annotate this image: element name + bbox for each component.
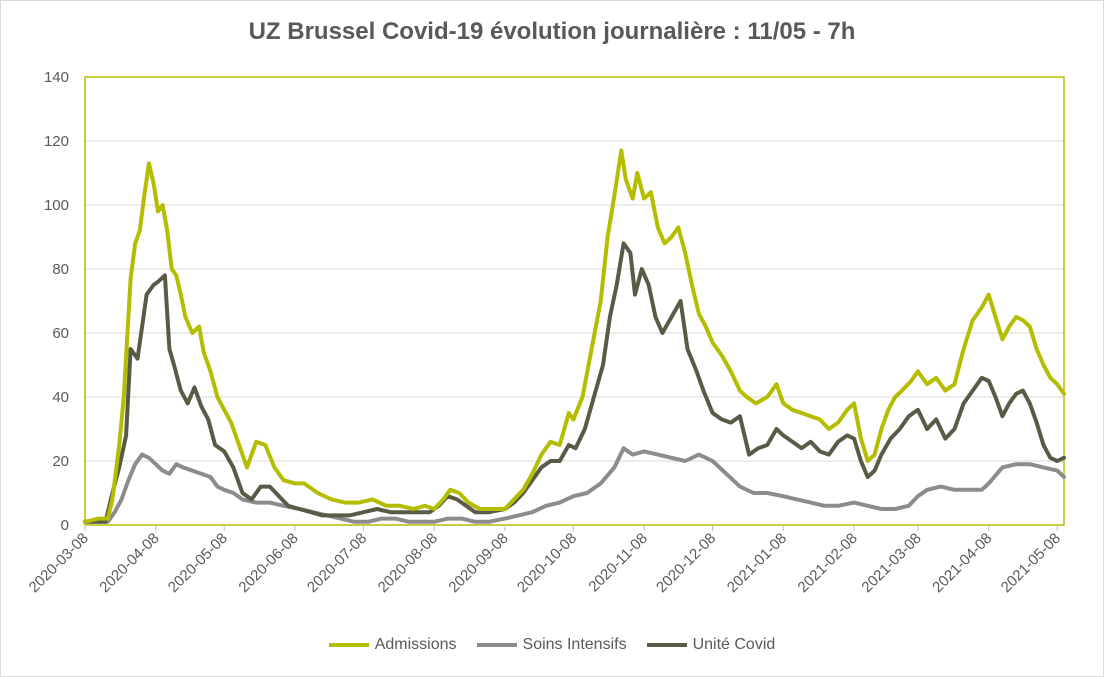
x-tick-label: 2020-09-08 — [445, 530, 511, 596]
x-tick-label: 2020-03-08 — [26, 530, 92, 596]
legend-item-admissions: Admissions — [328, 636, 457, 654]
y-tick-label: 0 — [61, 517, 69, 534]
series-line-unit-covid — [83, 241, 1066, 524]
legend-label-unite-covid: Unité Covid — [692, 636, 776, 653]
y-tick-label: 60 — [52, 325, 69, 342]
x-tick-label: 2020-06-08 — [235, 530, 301, 596]
legend-swatch-admissions — [328, 643, 369, 647]
legend-item-soins-intensifs: Soins Intensifs — [476, 636, 627, 654]
chart-legend: Admissions Soins Intensifs Unité Covid — [0, 636, 1104, 654]
y-tick-label: 40 — [52, 389, 69, 406]
x-tick-label: 2020-05-08 — [165, 530, 231, 596]
y-tick-label: 80 — [52, 261, 69, 278]
legend-label-admissions: Admissions — [374, 636, 457, 653]
x-tick-label: 2021-05-08 — [998, 530, 1064, 596]
x-tick-label: 2021-03-08 — [858, 530, 924, 596]
x-tick-label: 2020-04-08 — [96, 530, 162, 596]
chart-title: UZ Brussel Covid-19 évolution journalièr… — [248, 18, 856, 45]
series-line-soins-intensifs — [83, 446, 1066, 524]
y-tick-label: 140 — [44, 69, 69, 86]
x-tick-label: 2020-11-08 — [585, 530, 650, 595]
legend-swatch-soins-intensifs — [476, 643, 517, 647]
legend-swatch-unite-covid — [646, 643, 687, 647]
x-tick-label: 2021-02-08 — [795, 530, 861, 596]
y-tick-label: 120 — [44, 133, 69, 150]
legend-label-soins-intensifs: Soins Intensifs — [522, 636, 627, 653]
y-tick-label: 100 — [44, 197, 69, 214]
x-tick-label: 2020-07-08 — [304, 530, 370, 596]
x-tick-label: 2020-12-08 — [653, 530, 719, 596]
x-tick-label: 2020-08-08 — [375, 530, 441, 596]
series-line-admissions — [83, 148, 1066, 524]
x-tick-label: 2021-01-08 — [724, 530, 790, 596]
x-tick-label: 2020-10-08 — [514, 530, 580, 596]
legend-item-unite-covid: Unité Covid — [646, 636, 776, 654]
y-tick-label: 20 — [52, 453, 69, 470]
plot-area-border — [84, 76, 1065, 526]
x-tick-label: 2021-04-08 — [929, 530, 995, 596]
